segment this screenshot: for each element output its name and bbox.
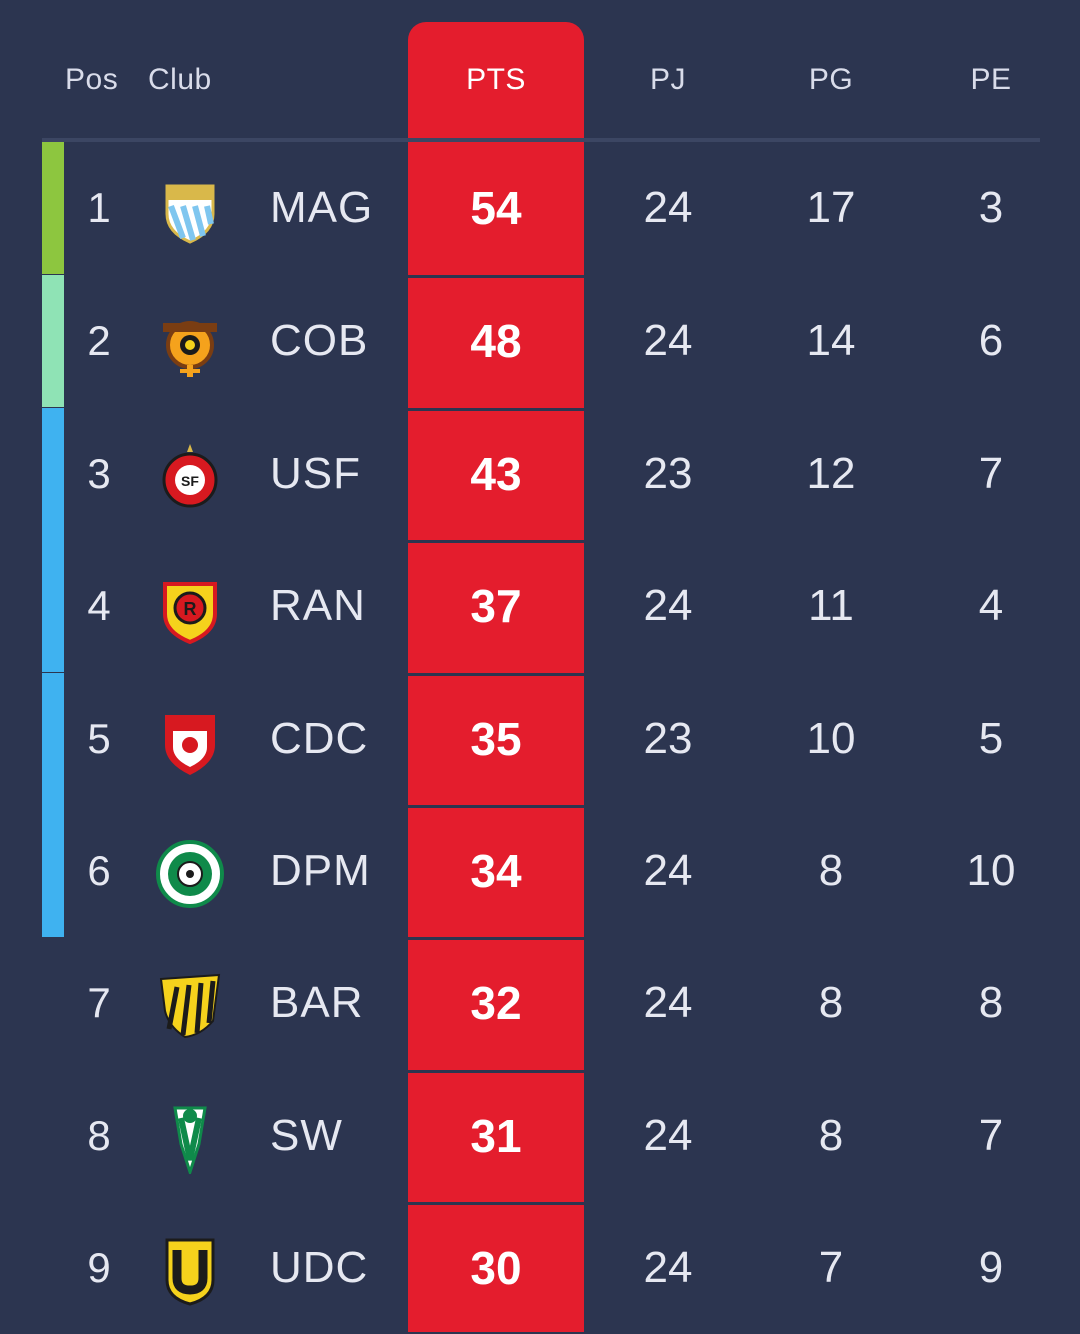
played-cell: 23: [643, 449, 693, 498]
pts-row-separator: [408, 673, 584, 676]
pts-row-separator: [408, 805, 584, 808]
position-cell: 5: [87, 715, 111, 762]
position-cell: 1: [87, 184, 111, 231]
header-pts[interactable]: PTS: [466, 63, 526, 96]
drawn-cell: 5: [978, 714, 1004, 763]
drawn-cell: 8: [978, 978, 1004, 1027]
table-row[interactable]: 6 DPM 34 24 8 10: [0, 805, 1080, 937]
header-pos[interactable]: Pos: [65, 63, 119, 96]
won-cell: 14: [806, 316, 856, 365]
header-pg[interactable]: PG: [808, 63, 854, 96]
played-cell: 24: [643, 1111, 693, 1160]
svg-text:SF: SF: [181, 473, 199, 489]
points-cell: 35: [470, 713, 522, 765]
points-cell: 34: [470, 845, 522, 897]
club-abbreviation: USF: [270, 449, 361, 498]
won-cell: 17: [806, 183, 856, 232]
position-cell: 7: [87, 979, 111, 1026]
zone-indicator-bar: [42, 805, 64, 937]
cobreloa-crest-icon: [155, 309, 225, 379]
drawn-cell: 7: [978, 1111, 1004, 1160]
won-cell: 8: [818, 1111, 844, 1160]
position-cell: 8: [87, 1112, 111, 1159]
table-row[interactable]: 9 UDC 30 24 7 9: [0, 1202, 1080, 1334]
header-pe[interactable]: PE: [970, 63, 1012, 96]
zone-indicator-bar: [42, 540, 64, 672]
club-abbreviation: COB: [270, 316, 369, 365]
zone-indicator-bar: [42, 275, 64, 407]
club-abbreviation: DPM: [270, 846, 371, 895]
magallanes-crest-icon: [155, 176, 225, 246]
position-cell: 3: [87, 450, 111, 497]
points-cell: 37: [470, 580, 522, 632]
pts-row-separator: [408, 275, 584, 278]
santiago-wanderers-crest-icon: [155, 1104, 225, 1177]
zone-indicator-bar: [42, 673, 64, 805]
position-cell: 6: [87, 847, 111, 894]
pts-row-separator: [408, 408, 584, 411]
club-abbreviation: RAN: [270, 581, 366, 630]
played-cell: 24: [643, 846, 693, 895]
points-cell: 32: [470, 977, 522, 1029]
pts-row-separator: [408, 1202, 584, 1205]
pts-row-separator: [408, 937, 584, 940]
header-club[interactable]: Club: [148, 63, 212, 96]
won-cell: 7: [818, 1243, 844, 1292]
table-row[interactable]: 5 CDC 35 23 10 5: [0, 673, 1080, 805]
played-cell: 23: [643, 714, 693, 763]
table-row[interactable]: 8 SW 31 24 8 7: [0, 1070, 1080, 1202]
club-abbreviation: SW: [270, 1111, 343, 1160]
points-cell: 30: [470, 1242, 522, 1294]
pts-row-separator: [408, 540, 584, 543]
played-cell: 24: [643, 316, 693, 365]
table-row[interactable]: 4 R RAN 37 24 11 4: [0, 540, 1080, 672]
points-cell: 43: [470, 448, 522, 500]
puerto-montt-crest-icon: [155, 839, 225, 909]
svg-text:R: R: [184, 599, 197, 619]
pts-row-separator: [408, 1070, 584, 1073]
played-cell: 24: [643, 183, 693, 232]
drawn-cell: 3: [978, 183, 1004, 232]
table-row[interactable]: 2 COB 48 24 14 6: [0, 275, 1080, 407]
header-pj[interactable]: PJ: [649, 63, 686, 96]
played-cell: 24: [643, 581, 693, 630]
club-abbreviation: BAR: [270, 978, 364, 1027]
drawn-cell: 9: [978, 1243, 1004, 1292]
won-cell: 10: [806, 714, 856, 763]
drawn-cell: 7: [978, 449, 1004, 498]
zone-indicator-bar: [42, 142, 64, 274]
club-abbreviation: UDC: [270, 1243, 369, 1292]
zone-indicator-bar: [42, 408, 64, 540]
position-cell: 4: [87, 582, 111, 629]
points-cell: 48: [470, 315, 522, 367]
drawn-cell: 10: [966, 846, 1016, 895]
table-row[interactable]: 7 BAR 32 24 8 8: [0, 937, 1080, 1069]
position-cell: 2: [87, 317, 111, 364]
points-cell: 54: [470, 182, 522, 234]
barnechea-crest-icon: [155, 971, 225, 1041]
table-row[interactable]: 1 MAG 54 24 17 3: [0, 142, 1080, 274]
played-cell: 24: [643, 1243, 693, 1292]
won-cell: 12: [806, 449, 856, 498]
played-cell: 24: [643, 978, 693, 1027]
club-abbreviation: CDC: [270, 714, 369, 763]
header-divider: [42, 138, 1040, 142]
position-cell: 9: [87, 1244, 111, 1291]
deportes-copiapo-crest-icon: [155, 707, 225, 777]
won-cell: 11: [808, 581, 854, 630]
pts-column-highlight: [408, 22, 584, 1332]
drawn-cell: 4: [978, 581, 1004, 630]
rangers-crest-icon: R: [155, 574, 225, 645]
drawn-cell: 6: [978, 316, 1004, 365]
won-cell: 8: [818, 978, 844, 1027]
won-cell: 8: [818, 846, 844, 895]
table-row[interactable]: 3 SF USF 43 23 12 7: [0, 408, 1080, 540]
club-abbreviation: MAG: [270, 183, 374, 232]
points-cell: 31: [470, 1110, 522, 1162]
union-san-felipe-crest-icon: SF: [155, 442, 225, 512]
udec-crest-icon: [155, 1236, 225, 1306]
